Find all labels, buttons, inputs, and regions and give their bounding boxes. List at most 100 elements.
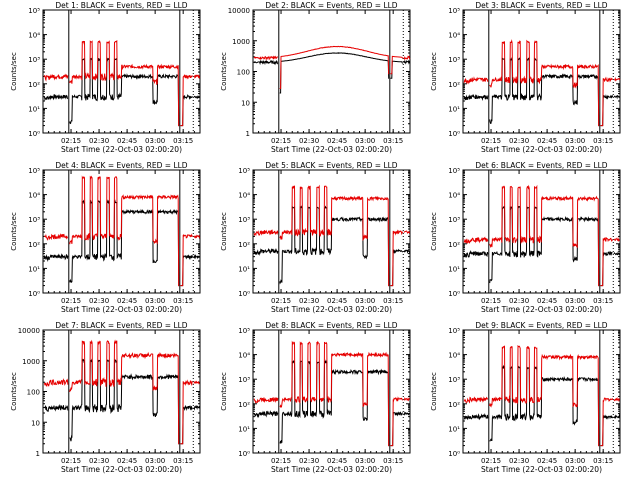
x-tick-label: 02:45 (117, 137, 137, 145)
y-tick-label: 10¹ (448, 105, 460, 113)
y-tick-label: 10¹ (448, 265, 460, 273)
series-line-events (43, 56, 201, 127)
x-tick-label: 02:45 (117, 297, 137, 305)
y-tick-label: 10⁴ (28, 32, 40, 40)
x-axis-label: Start Time (22-Oct-03 02:00:20) (61, 145, 182, 154)
y-tick-label: 10¹ (238, 265, 250, 273)
chart-title: Det 4: BLACK = Events, RED = LLD (55, 161, 187, 170)
y-tick-label: 10⁵ (448, 327, 460, 335)
y-tick-label: 10⁵ (238, 167, 250, 175)
x-tick-label: 03:00 (145, 457, 165, 465)
y-tick-label: 1 (246, 130, 250, 138)
y-tick-label: 10³ (238, 216, 250, 224)
series-line-lld (463, 184, 621, 287)
y-tick-label: 10² (238, 241, 250, 249)
x-tick-label: 03:15 (383, 297, 403, 305)
y-tick-label: 10⁵ (28, 167, 40, 175)
x-tick-label: 03:15 (593, 137, 613, 145)
x-tick-label: 03:00 (355, 457, 375, 465)
series-line-lld (463, 39, 621, 127)
x-tick-label: 02:30 (89, 297, 109, 305)
x-tick-label: 02:15 (481, 457, 501, 465)
x-tick-label: 02:30 (509, 137, 529, 145)
x-tick-label: 03:00 (145, 137, 165, 145)
series-line-events (463, 205, 620, 287)
y-axis-label: Counts/sec (430, 372, 438, 411)
series-line-lld (463, 344, 621, 447)
chart-title: Det 8: BLACK = Events, RED = LLD (265, 321, 397, 330)
y-axis-label: Counts/sec (10, 212, 18, 251)
x-tick-label: 03:00 (355, 137, 375, 145)
y-tick-label: 10⁵ (238, 327, 250, 335)
y-axis-label: Counts/sec (220, 212, 228, 251)
x-tick-label: 03:15 (173, 457, 193, 465)
x-tick-label: 02:30 (299, 457, 319, 465)
y-tick-label: 10² (28, 241, 40, 249)
x-tick-label: 02:30 (89, 137, 109, 145)
y-tick-label: 10⁴ (448, 352, 460, 360)
y-tick-label: 10¹ (238, 425, 250, 433)
x-tick-label: 03:00 (565, 137, 585, 145)
x-tick-label: 02:15 (481, 297, 501, 305)
x-axis-label: Start Time (22-Oct-03 02:00:20) (481, 145, 602, 154)
y-tick-label: 10⁴ (28, 192, 40, 200)
y-tick-label: 10³ (28, 216, 40, 224)
x-tick-label: 02:15 (271, 297, 291, 305)
x-tick-label: 03:00 (565, 297, 585, 305)
series-line-lld (43, 339, 200, 445)
x-tick-label: 02:30 (509, 457, 529, 465)
y-tick-label: 10⁰ (448, 450, 460, 458)
x-tick-label: 02:15 (61, 457, 81, 465)
x-tick-label: 03:15 (173, 137, 193, 145)
y-tick-label: 10⁴ (238, 352, 250, 360)
y-tick-label: 10⁰ (448, 290, 460, 298)
y-tick-label: 10 (31, 419, 40, 427)
y-tick-label: 10⁵ (28, 7, 40, 15)
series-line-events (253, 205, 411, 287)
chart-panel-7: 1 10 100 1000 10000 02:15 02:30 02:45 03:00 03:15… (10, 321, 201, 474)
x-tick-label: 03:00 (355, 297, 375, 305)
series-line-lld (44, 175, 201, 287)
x-axis-label: Start Time (22-Oct-03 02:00:20) (271, 465, 392, 474)
y-tick-label: 10⁰ (28, 130, 40, 138)
y-tick-label: 1000 (22, 358, 40, 366)
x-axis-label: Start Time (22-Oct-03 02:00:20) (481, 465, 602, 474)
y-tick-label: 10⁴ (448, 192, 460, 200)
x-tick-label: 02:45 (537, 137, 557, 145)
chart-panel-3: 10⁰ 10¹ 10² 10³ 10⁴ 10⁵ 02:15 02:30 02:45 03:00 03… (430, 1, 621, 154)
y-tick-label: 10⁰ (28, 290, 40, 298)
chart-title: Det 5: BLACK = Events, RED = LLD (265, 161, 397, 170)
y-tick-label: 100 (27, 389, 40, 397)
series-line-events (253, 359, 411, 447)
x-tick-label: 03:00 (145, 297, 165, 305)
x-tick-label: 02:15 (61, 297, 81, 305)
series-line-events (253, 52, 411, 94)
x-tick-label: 02:45 (327, 297, 347, 305)
x-tick-label: 02:45 (537, 457, 557, 465)
chart-panel-6: 10⁰ 10¹ 10² 10³ 10⁴ 10⁵ 02:15 02:30 02:45 03:00 03… (430, 161, 621, 314)
x-axis-label: Start Time (22-Oct-03 02:00:20) (271, 145, 392, 154)
y-tick-label: 10⁰ (238, 290, 250, 298)
y-tick-label: 10³ (238, 376, 250, 384)
x-tick-label: 03:15 (383, 457, 403, 465)
x-tick-label: 02:45 (327, 137, 347, 145)
x-tick-label: 03:15 (593, 297, 613, 305)
series-line-lld (253, 45, 411, 89)
x-tick-label: 02:30 (509, 297, 529, 305)
y-tick-label: 10000 (228, 7, 250, 15)
y-axis-label: Counts/sec (220, 52, 228, 91)
y-tick-label: 10⁴ (448, 32, 460, 40)
x-tick-label: 03:15 (173, 297, 193, 305)
chart-title: Det 7: BLACK = Events, RED = LLD (55, 321, 187, 330)
chart-panel-1: 10⁰ 10¹ 10² 10³ 10⁴ 10⁵ 02:15 02:30 02:45 03:00 03… (10, 1, 201, 154)
x-axis-label: Start Time (22-Oct-03 02:00:20) (61, 305, 182, 314)
x-axis-label: Start Time (22-Oct-03 02:00:20) (271, 305, 392, 314)
series-line-events (463, 364, 621, 447)
chart-panel-8: 10⁰ 10¹ 10² 10³ 10⁴ 10⁵ 02:15 02:30 02:45 03:00 03… (220, 321, 411, 474)
x-axis-label: Start Time (22-Oct-03 02:00:20) (481, 305, 602, 314)
chart-panel-4: 10⁰ 10¹ 10² 10³ 10⁴ 10⁵ 02:15 02:30 02:45 03:00 03… (10, 161, 201, 314)
y-tick-label: 10¹ (448, 425, 460, 433)
x-tick-label: 02:45 (537, 297, 557, 305)
y-tick-label: 1000 (232, 38, 250, 46)
